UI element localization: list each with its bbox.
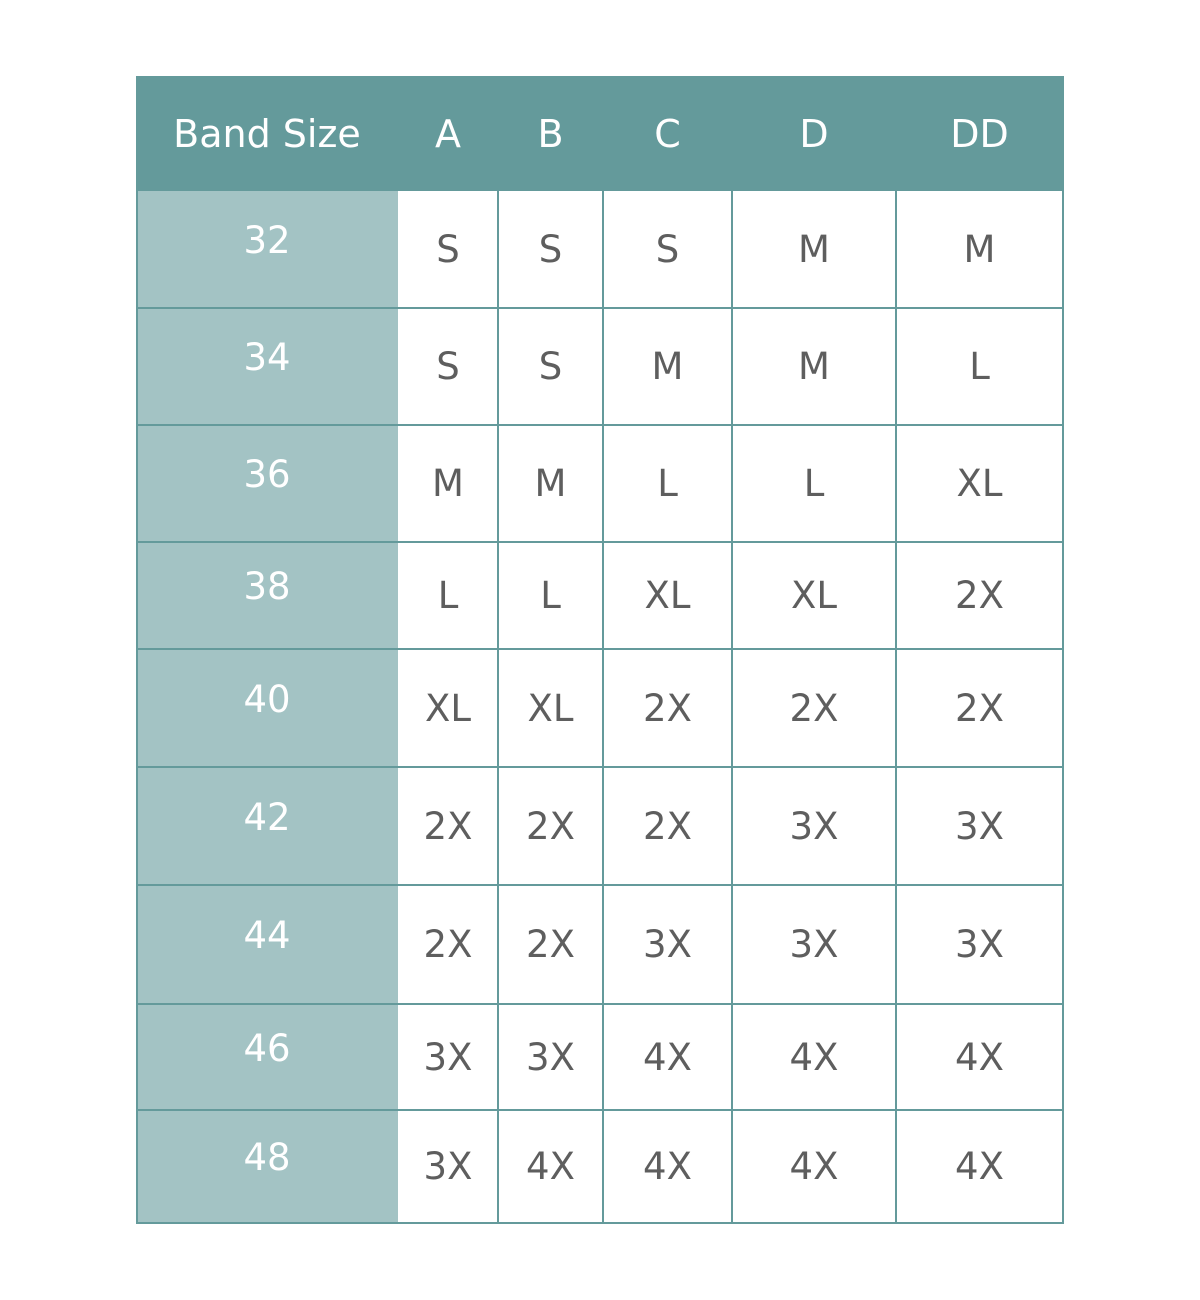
size-cell: 2X <box>955 574 1004 617</box>
grid-line <box>136 76 138 1224</box>
grid-line <box>136 424 1063 426</box>
grid-line <box>895 191 897 1224</box>
band-size-cell: 34 <box>243 336 291 379</box>
header-b: B <box>537 111 564 156</box>
size-cell: M <box>798 345 830 388</box>
size-cell: 4X <box>955 1035 1004 1079</box>
band-size-cell: 38 <box>243 565 291 608</box>
size-cell: L <box>437 574 459 617</box>
size-cell: 3X <box>789 804 839 848</box>
size-cell: M <box>534 462 567 505</box>
grid-line <box>497 191 499 1224</box>
size-cell: M <box>963 228 996 271</box>
size-cell: M <box>432 462 464 505</box>
size-cell: S <box>655 228 680 271</box>
band-size-cell: 36 <box>243 453 291 496</box>
band-size-cell: 46 <box>243 1026 291 1070</box>
size-cell: L <box>803 462 825 505</box>
size-cell: 3X <box>423 1145 473 1188</box>
band-size-cell: 32 <box>243 219 291 262</box>
band-size-cell: 48 <box>243 1136 291 1179</box>
size-cell: 2X <box>643 804 692 848</box>
header-band-size: Band Size <box>173 111 361 156</box>
size-cell: 4X <box>955 1145 1004 1188</box>
size-cell: 3X <box>526 1035 575 1079</box>
grid-line <box>136 1003 1063 1005</box>
size-cell: S <box>538 228 563 271</box>
size-cell: 2X <box>789 686 839 730</box>
size-cell: L <box>657 462 678 505</box>
grid-line <box>602 191 604 1224</box>
size-cell: 3X <box>423 1035 473 1079</box>
size-cell: 2X <box>643 686 692 730</box>
size-cell: 2X <box>526 804 575 848</box>
size-cell: 2X <box>423 804 473 848</box>
size-cell: XL <box>791 574 837 617</box>
grid-line <box>136 884 1063 886</box>
size-cell: XL <box>644 574 691 617</box>
size-cell: S <box>538 345 563 388</box>
size-cell: XL <box>956 462 1003 505</box>
header-row <box>136 76 1063 191</box>
header-a: A <box>435 111 461 156</box>
grid-line <box>136 766 1063 768</box>
size-cell: 4X <box>643 1145 692 1188</box>
size-cell: 3X <box>955 804 1004 848</box>
size-cell: 4X <box>789 1035 839 1079</box>
size-cell: 3X <box>955 923 1004 966</box>
grid-line <box>731 191 733 1224</box>
grid-line <box>136 1222 1063 1224</box>
grid-line <box>136 541 1063 543</box>
header-dd: DD <box>950 111 1009 156</box>
size-cell: S <box>436 345 460 388</box>
grid-line <box>1062 76 1064 1224</box>
size-cell: 2X <box>423 923 473 966</box>
size-cell: 2X <box>526 923 575 966</box>
size-cell: 2X <box>955 686 1004 730</box>
size-cell: L <box>969 345 990 388</box>
size-cell: 4X <box>643 1035 692 1079</box>
size-cell: 4X <box>789 1145 839 1188</box>
grid-line <box>136 648 1063 650</box>
band-size-cell: 40 <box>243 677 291 721</box>
size-cell: 3X <box>643 923 692 966</box>
grid-line <box>136 1109 1063 1111</box>
header-d: D <box>799 111 829 156</box>
size-cell: 4X <box>526 1145 575 1188</box>
band-size-cell: 44 <box>243 914 291 957</box>
band-size-column <box>136 191 398 1224</box>
size-cell: XL <box>425 686 471 730</box>
band-size-cell: 42 <box>243 795 291 839</box>
size-cell: M <box>651 345 684 388</box>
grid-line <box>136 307 1063 309</box>
size-cell: XL <box>527 686 574 730</box>
header-c: C <box>654 111 681 156</box>
size-cell: L <box>540 574 561 617</box>
size-cell: S <box>436 228 460 271</box>
size-cell: M <box>798 228 830 271</box>
size-cell: 3X <box>789 923 839 966</box>
